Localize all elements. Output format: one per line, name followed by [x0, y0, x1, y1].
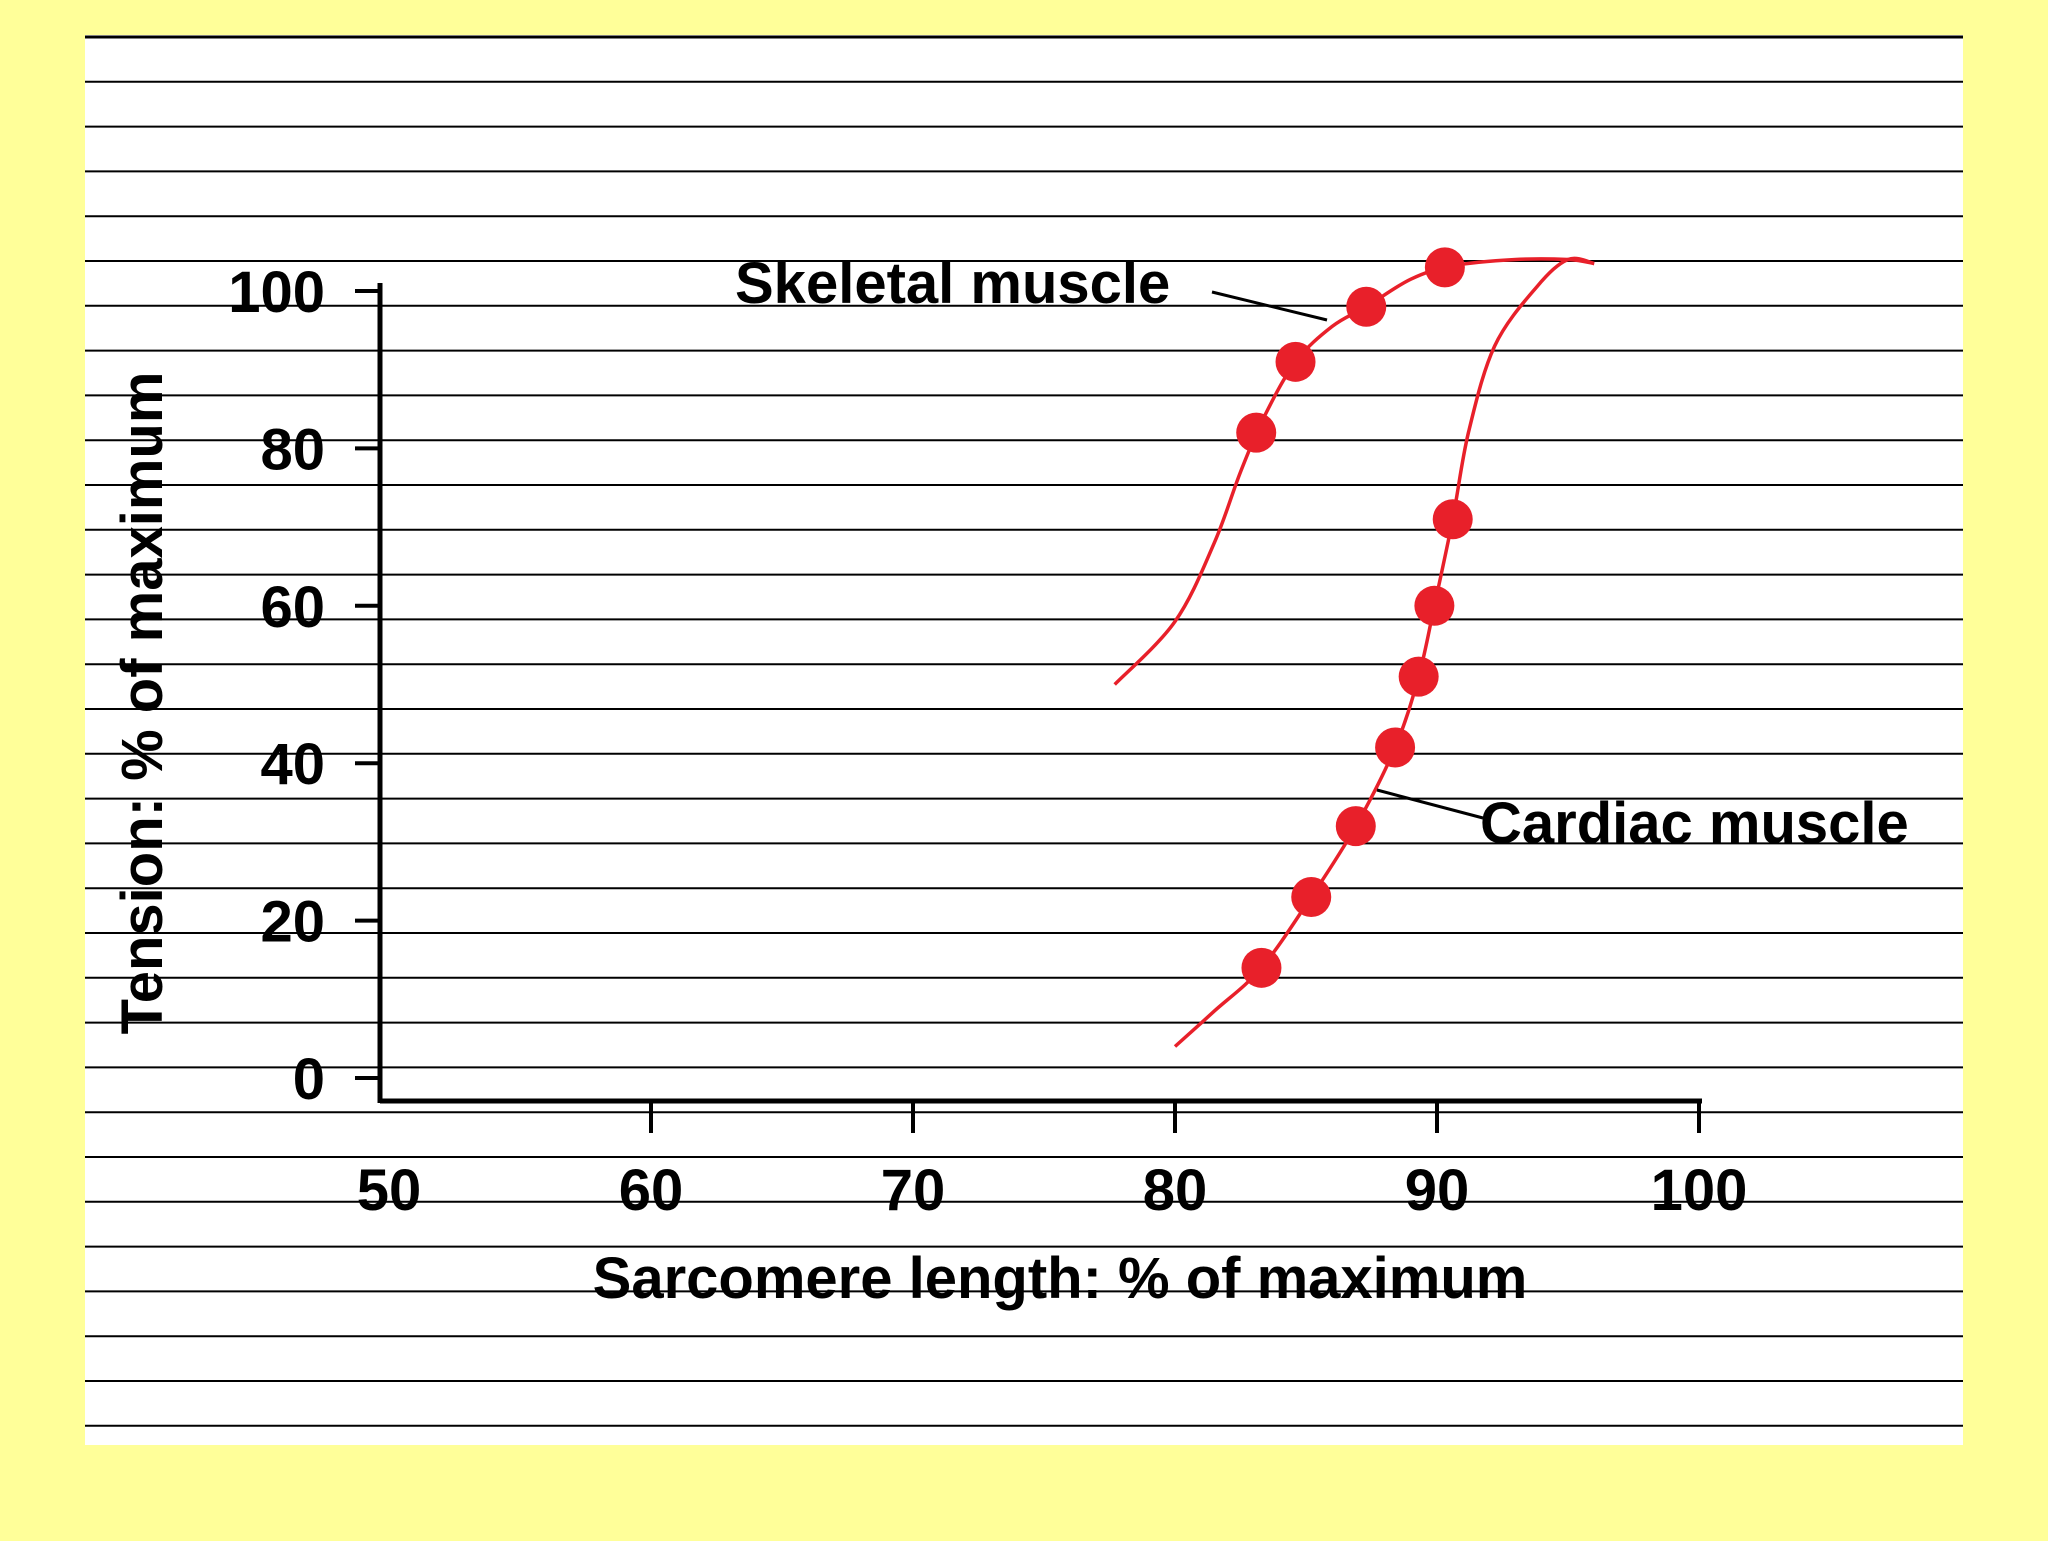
- cardiac-muscle-point: [1241, 947, 1282, 988]
- skeletal-muscle-point: [1346, 286, 1387, 327]
- axes: [377, 283, 1702, 1104]
- series-points: [1236, 247, 1473, 988]
- y-tick-label: 40: [260, 732, 325, 797]
- cardiac-muscle-point: [1375, 727, 1416, 768]
- y-tick-label: 60: [260, 575, 325, 640]
- y-tick-label: 100: [228, 260, 325, 325]
- x-tick-label: 50: [357, 1158, 422, 1223]
- cardiac-leader-line: [1376, 788, 1484, 820]
- y-tick-label: 0: [293, 1047, 325, 1112]
- skeletal-muscle-point: [1236, 412, 1277, 453]
- x-axis-title: Sarcomere length: % of maximum: [593, 1246, 1528, 1311]
- x-tick-label: 80: [1143, 1158, 1208, 1223]
- y-ticks: 0 20 40 60 80 100: [228, 260, 380, 1112]
- annotations: Skeletal muscle Cardiac muscle: [735, 251, 1909, 856]
- skeletal-muscle-point: [1275, 341, 1316, 382]
- cardiac-muscle-point: [1335, 806, 1376, 847]
- skeletal-leader-line: [1211, 290, 1328, 322]
- cardiac-muscle-point: [1414, 585, 1455, 626]
- x-tick-label: 100: [1651, 1158, 1748, 1223]
- x-tick-label: 60: [619, 1158, 684, 1223]
- skeletal-muscle-point: [1424, 247, 1465, 288]
- plot-background: [85, 35, 1963, 1445]
- skeletal-muscle-label: Skeletal muscle: [735, 251, 1170, 316]
- x-tick-label: 90: [1405, 1158, 1470, 1223]
- skeletal-muscle-curve: [1113, 257, 1595, 686]
- cardiac-muscle-label: Cardiac muscle: [1480, 791, 1909, 856]
- x-ticks: 50 60 70 80 90 100: [357, 1103, 1748, 1223]
- cardiac-muscle-point: [1398, 656, 1439, 697]
- ruled-lines: [85, 35, 1963, 1427]
- y-tick-label: 80: [260, 417, 325, 482]
- cardiac-muscle-point: [1432, 499, 1473, 540]
- y-tick-label: 20: [260, 890, 325, 955]
- cardiac-muscle-point: [1291, 876, 1332, 917]
- y-axis-title: Tension: % of maximum: [110, 372, 175, 1035]
- x-tick-label: 70: [881, 1158, 946, 1223]
